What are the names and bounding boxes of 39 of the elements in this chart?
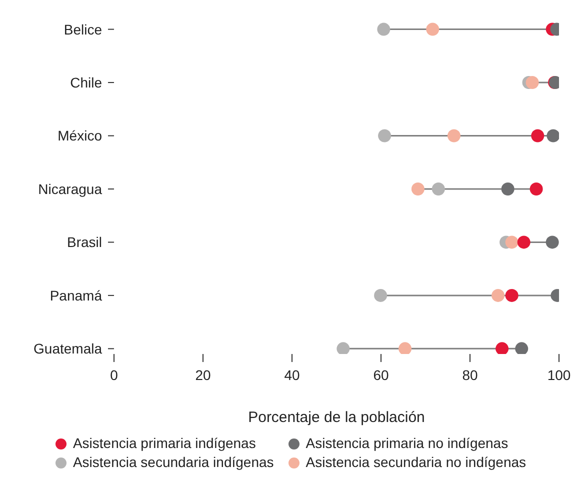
point bbox=[526, 76, 539, 90]
x-tick-label: 40 bbox=[284, 367, 300, 383]
point bbox=[377, 22, 390, 36]
point bbox=[546, 129, 559, 142]
point bbox=[515, 342, 528, 354]
point bbox=[374, 288, 388, 302]
point bbox=[546, 236, 559, 249]
x-tick-label: 80 bbox=[462, 367, 478, 383]
point bbox=[426, 22, 440, 36]
x-tick-label: 20 bbox=[195, 367, 211, 383]
x-tick-label: 100 bbox=[547, 367, 571, 383]
point bbox=[505, 288, 518, 302]
point bbox=[447, 129, 460, 142]
point bbox=[398, 342, 412, 354]
legend-label: Asistencia secundaria indígenas bbox=[72, 453, 274, 472]
point bbox=[336, 342, 350, 354]
y-tick-label: Brasil bbox=[66, 234, 102, 250]
y-tick-label: México bbox=[58, 128, 102, 144]
y-tick-label: Nicaragua bbox=[38, 180, 102, 197]
point bbox=[378, 129, 392, 142]
point bbox=[531, 129, 544, 142]
y-tick-label: Chile bbox=[70, 74, 102, 90]
point bbox=[411, 182, 424, 196]
x-tick-label: 60 bbox=[373, 367, 389, 383]
point bbox=[492, 288, 505, 302]
y-tick-label: Panamá bbox=[50, 287, 102, 304]
legend-label: Asistencia primaria indígenas bbox=[72, 434, 256, 453]
point bbox=[517, 236, 530, 249]
x-axis-title: Porcentaje de la población bbox=[248, 409, 425, 426]
legend-label: Asistencia primaria no indígenas bbox=[306, 434, 508, 453]
x-tick-label: 0 bbox=[110, 367, 118, 383]
point bbox=[496, 342, 509, 354]
point bbox=[432, 182, 445, 196]
point bbox=[530, 182, 543, 196]
legend-label: Asistencia secundaria no indígenas bbox=[306, 453, 526, 472]
point bbox=[501, 182, 514, 196]
y-tick-label: Guatemala bbox=[34, 340, 102, 357]
y-tick-label: Belice bbox=[64, 21, 102, 38]
point bbox=[505, 236, 518, 249]
